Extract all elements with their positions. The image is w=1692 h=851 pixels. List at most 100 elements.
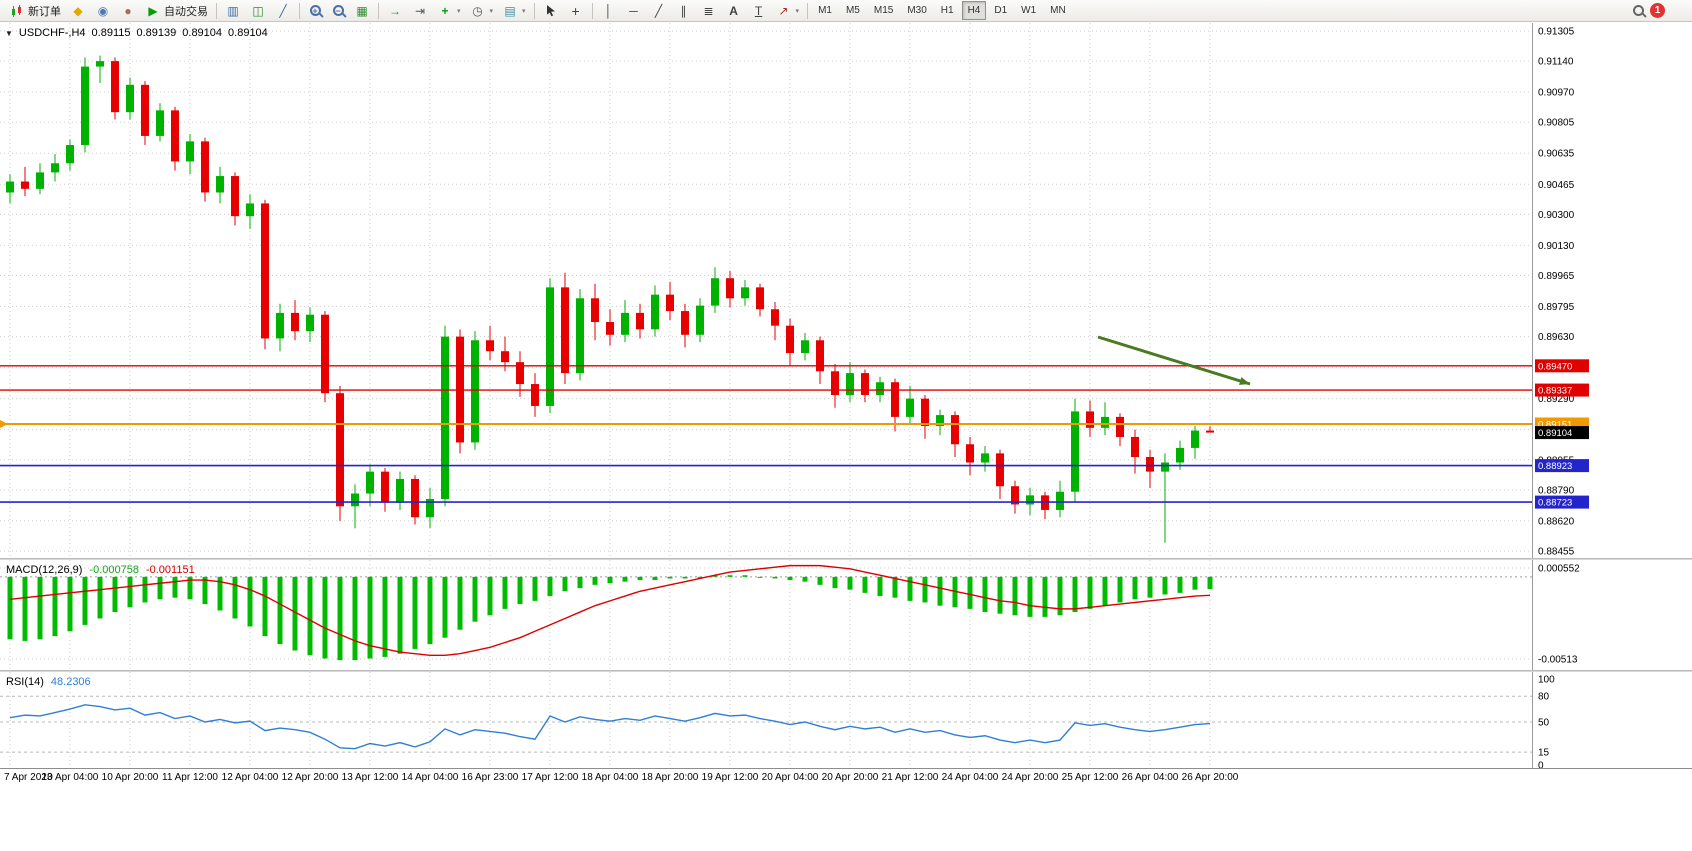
clock-icon: ◷	[472, 3, 483, 18]
autotrading-button[interactable]: ▶ 自动交易	[141, 1, 212, 21]
auto-scroll-button[interactable]: →	[383, 1, 407, 21]
svg-text:0.90300: 0.90300	[1538, 210, 1575, 221]
arrows-button[interactable]: ↗ ▾	[772, 1, 804, 21]
crosshair-icon: +	[571, 2, 580, 19]
macd-panel[interactable]: 0.000552 -0.00513	[0, 560, 1692, 670]
timeframe-h1[interactable]: H1	[940, 5, 954, 16]
time-label: 12 Apr 04:00	[221, 772, 279, 783]
community-button[interactable]: ◉	[91, 1, 115, 21]
macd-histogram	[7, 575, 1213, 661]
toolbar-separator	[216, 2, 217, 19]
vertical-line-button[interactable]: │	[597, 1, 621, 21]
arrow-shape-icon: ↗	[778, 3, 789, 18]
svg-text:15: 15	[1538, 748, 1550, 759]
market-button[interactable]: ●	[116, 1, 140, 21]
svg-text:0.88455: 0.88455	[1538, 547, 1575, 558]
toolbar-separator	[807, 2, 809, 19]
svg-text:0.90465: 0.90465	[1538, 180, 1575, 191]
rsi-panel[interactable]: 100 80 50 15 0	[0, 672, 1692, 768]
text-button[interactable]: A	[722, 1, 746, 21]
channel-button[interactable]: ∥	[672, 1, 696, 21]
timeframe-mn[interactable]: MN	[1050, 5, 1066, 16]
svg-text:0.90970: 0.90970	[1538, 88, 1575, 99]
svg-text:0.89470: 0.89470	[1538, 361, 1572, 372]
main-price-chart[interactable]: 0.91305 0.91140 0.90970 0.90805 0.90635 0.904…	[0, 23, 1692, 558]
fibonacci-icon: ≣	[703, 3, 714, 18]
svg-text:0.89965: 0.89965	[1538, 271, 1575, 282]
timeframe-m5[interactable]: M5	[845, 5, 860, 16]
tile-windows-icon: ▦	[356, 3, 368, 18]
timeframe-h4[interactable]: H4	[961, 1, 987, 20]
zoom-in-button[interactable]: +	[304, 1, 326, 21]
trendline-button[interactable]: ╱	[647, 1, 671, 21]
fibonacci-button[interactable]: ≣	[697, 1, 721, 21]
svg-text:0.88923: 0.88923	[1538, 461, 1572, 472]
toolbar-separator	[378, 2, 379, 19]
time-label: 26 Apr 20:00	[1181, 772, 1239, 783]
svg-text:0.89795: 0.89795	[1538, 302, 1575, 313]
svg-text:50: 50	[1538, 718, 1550, 729]
text-icon: A	[729, 3, 738, 18]
svg-text:0.88620: 0.88620	[1538, 516, 1575, 527]
chevron-down-icon: ▾	[522, 7, 526, 15]
line-chart-button[interactable]: ╱	[271, 1, 295, 21]
search-button[interactable]	[1627, 1, 1649, 21]
svg-text:0.90805: 0.90805	[1538, 118, 1575, 129]
timeframe-w1[interactable]: W1	[1021, 5, 1037, 16]
svg-text:0.000552: 0.000552	[1538, 564, 1580, 575]
panel-splitter[interactable]	[0, 558, 1692, 560]
timeframe-m15[interactable]: M15	[873, 5, 894, 16]
svg-text:0.91140: 0.91140	[1538, 57, 1574, 68]
svg-text:0.89104: 0.89104	[1538, 428, 1572, 439]
chart-window[interactable]: 0.91305 0.91140 0.90970 0.90805 0.90635 0.904…	[0, 23, 1692, 813]
bar-chart-button[interactable]: ▥	[221, 1, 245, 21]
templates-button[interactable]: ▤ ▾	[498, 1, 530, 21]
new-order-button[interactable]: 新订单	[5, 1, 65, 21]
candlestick-chart-button[interactable]: ◫	[246, 1, 270, 21]
timeframe-d1[interactable]: D1	[994, 5, 1008, 16]
time-axis[interactable]: 7 Apr 2023 10 Apr 04:00 10 Apr 20:00 11 Apr…	[0, 769, 1692, 789]
time-label: 19 Apr 12:00	[701, 772, 759, 783]
svg-text:0.88723: 0.88723	[1538, 498, 1572, 509]
time-label: 26 Apr 04:00	[1121, 772, 1179, 783]
time-label: 24 Apr 04:00	[941, 772, 999, 783]
time-label: 14 Apr 04:00	[401, 772, 459, 783]
tile-windows-button[interactable]: ▦	[350, 1, 374, 21]
macd-label: MACD(12,26,9) -0.000758 -0.001151	[6, 564, 195, 576]
notification-badge[interactable]: 1	[1650, 3, 1665, 18]
horizontal-lines-layer[interactable]	[0, 365, 1532, 503]
svg-text:80: 80	[1538, 692, 1550, 703]
one-click-trading-toggle[interactable]: ▼	[5, 28, 13, 38]
mql-editor-button[interactable]: ◆	[66, 1, 90, 21]
crosshair-button[interactable]: +	[564, 1, 588, 21]
horizontal-line-button[interactable]: ─	[622, 1, 646, 21]
trend-arrow[interactable]	[1097, 335, 1251, 386]
chart-shift-button[interactable]: ⇥	[408, 1, 432, 21]
time-label: 18 Apr 20:00	[641, 772, 699, 783]
time-grid	[9, 672, 1211, 768]
panel-splitter[interactable]	[0, 670, 1692, 672]
trendline-icon: ╱	[654, 3, 663, 18]
periods-button[interactable]: ◷ ▾	[466, 1, 498, 21]
ohlc-open: 0.89115	[91, 27, 131, 39]
svg-text:0.91305: 0.91305	[1538, 27, 1575, 38]
svg-text:0.89630: 0.89630	[1538, 332, 1575, 343]
svg-text:0.89151: 0.89151	[1538, 420, 1572, 431]
timeframe-m1[interactable]: M1	[818, 5, 832, 16]
svg-text:0.89290: 0.89290	[1538, 394, 1575, 405]
time-label: 25 Apr 12:00	[1061, 772, 1119, 783]
svg-text:0.90635: 0.90635	[1538, 149, 1575, 160]
indicators-button[interactable]: + ▾	[433, 1, 465, 21]
cursor-button[interactable]	[539, 1, 563, 21]
macd-value-main: -0.000758	[89, 564, 139, 576]
search-icon	[1632, 5, 1644, 16]
price-grid: 0.91305 0.91140 0.90970 0.90805 0.90635 0.904…	[0, 27, 1575, 558]
text-label-button[interactable]: T	[747, 1, 771, 21]
zoom-out-button[interactable]: −	[327, 1, 349, 21]
svg-text:0.89337: 0.89337	[1538, 386, 1572, 397]
horizontal-line-icon: ─	[629, 3, 638, 18]
auto-scroll-icon: →	[389, 3, 401, 18]
timeframe-m30[interactable]: M30	[907, 5, 927, 16]
chevron-down-icon: ▾	[489, 7, 494, 15]
